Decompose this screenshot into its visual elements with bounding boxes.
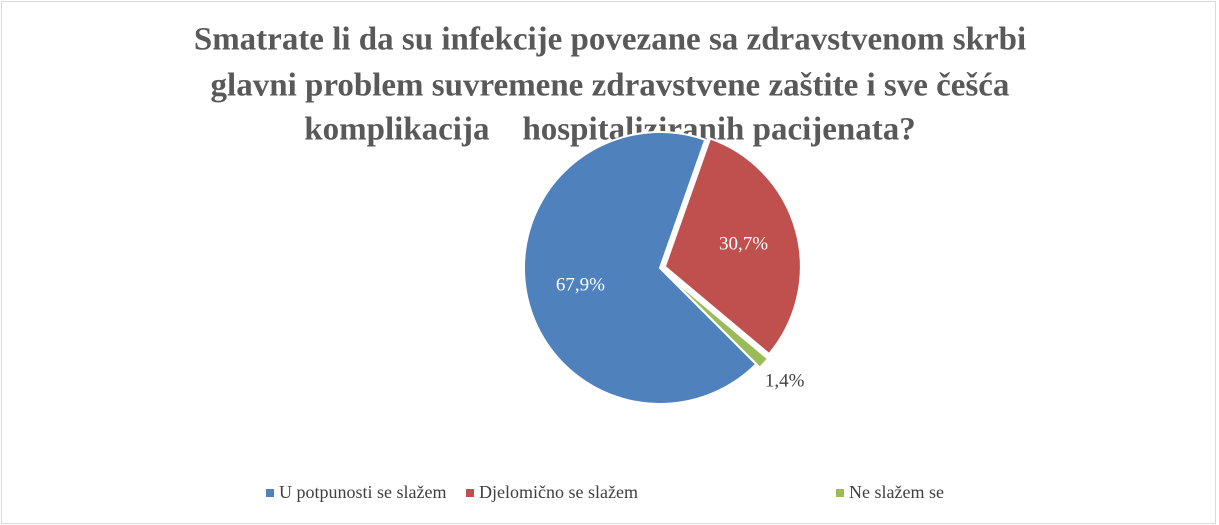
chart-title: Smatrate li da su infekcije povezane sa … [194,22,1026,58]
data-label: 30,7% [719,234,768,255]
data-label: 1,4% [765,370,805,391]
pie-slice [663,137,802,356]
legend-marker [266,489,274,497]
legend-label: Djelomično se slažem [479,482,638,502]
pie-slice [523,131,758,405]
legend-marker [466,489,474,497]
legend-label: Ne slažem se [849,482,944,502]
legend-marker [836,489,844,497]
pie-slice [662,270,770,369]
chart-title: glavni problem suvremene zdravstvene zaš… [211,68,1010,104]
data-label: 67,9% [556,274,605,295]
legend-label: U potpunosti se slažem [279,482,446,502]
